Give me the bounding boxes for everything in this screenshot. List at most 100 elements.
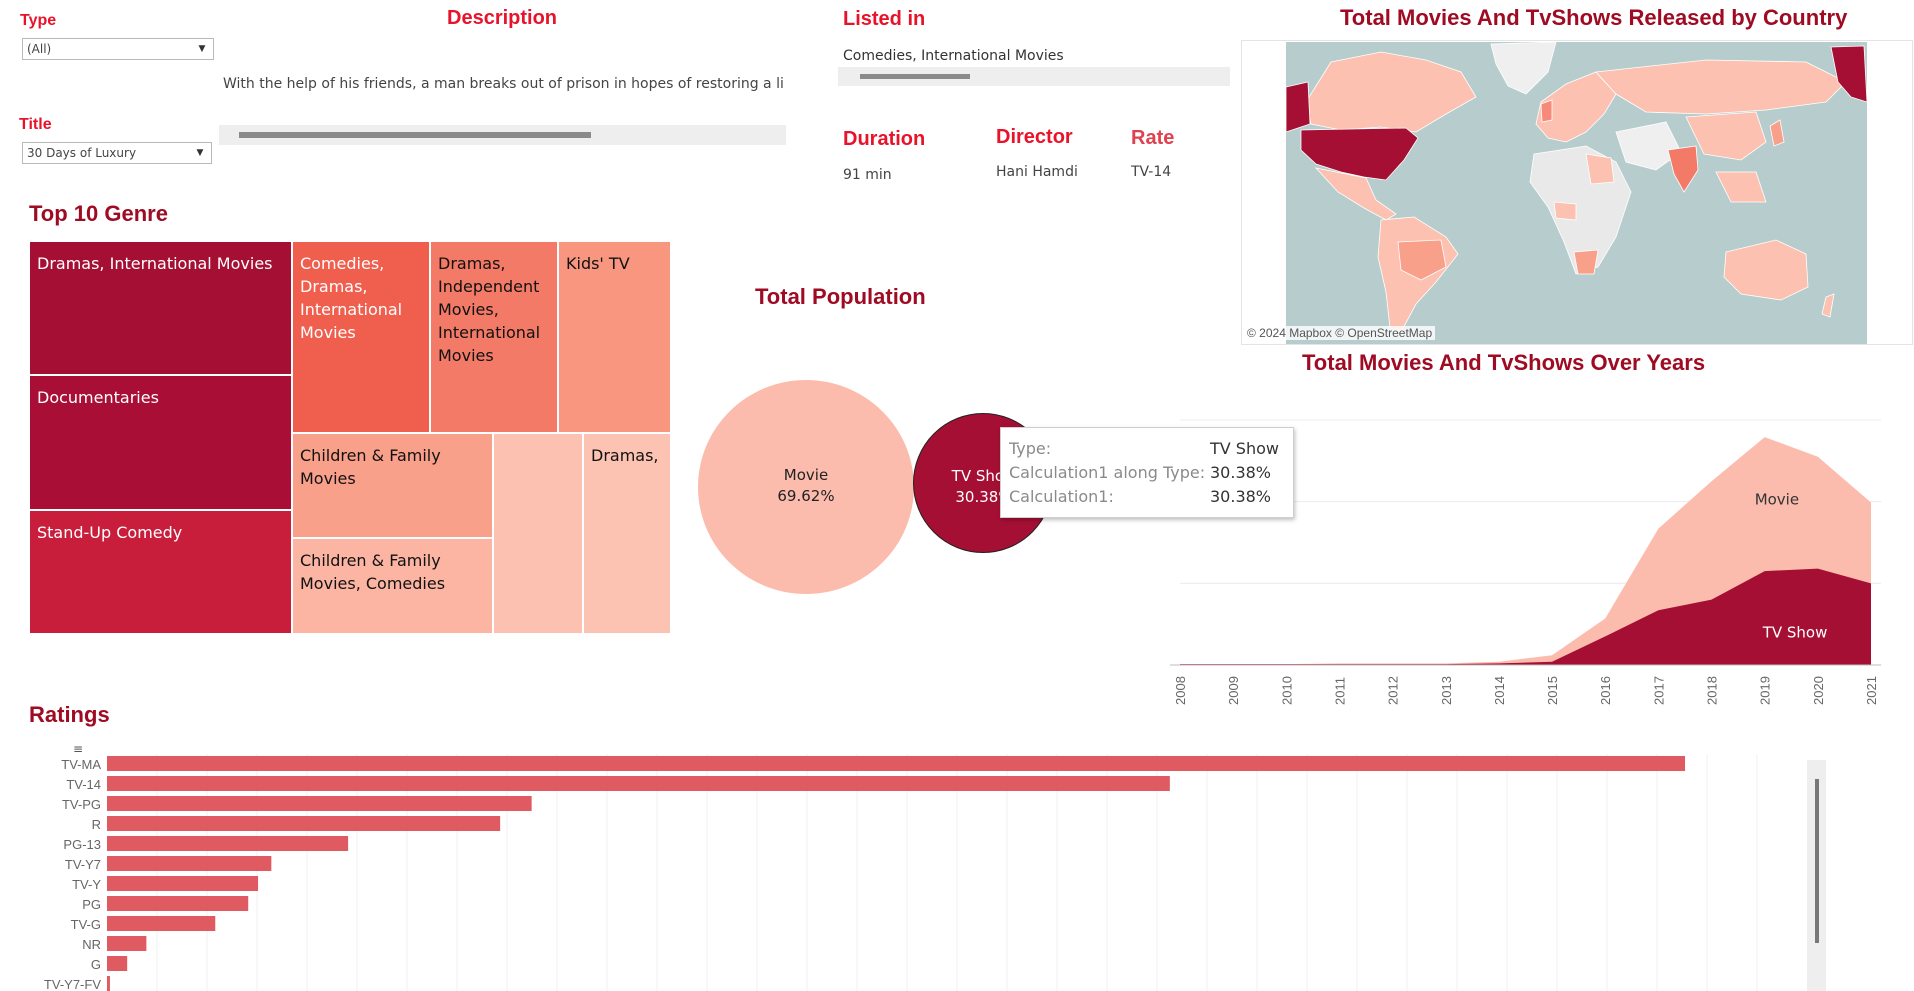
rating-bar[interactable] bbox=[107, 956, 128, 971]
year-tick-label: 2020 bbox=[1811, 676, 1826, 705]
listed-in-text: Comedies, International Movies bbox=[843, 48, 1064, 64]
tvshow-area[interactable] bbox=[1180, 568, 1871, 665]
treemap-cell-label: Dramas, bbox=[591, 446, 659, 465]
treemap-cell-label: Documentaries bbox=[37, 388, 159, 407]
uk[interactable] bbox=[1540, 99, 1553, 123]
tooltip-value: 30.38% bbox=[1210, 463, 1272, 482]
tooltip-key: Type: bbox=[1009, 439, 1052, 458]
tooltip-value: TV Show bbox=[1210, 439, 1279, 458]
rate-heading: Rate bbox=[1131, 127, 1175, 149]
tooltip-row: 30.38% bbox=[1210, 463, 1271, 482]
treemap-cell[interactable]: Stand-Up Comedy bbox=[29, 510, 292, 634]
rating-bar[interactable] bbox=[107, 756, 1686, 771]
years-ticks: 2008 2009 2010 2011 2012 2013 2014 2015 2016 2017… bbox=[1173, 676, 1879, 705]
rating-bar[interactable] bbox=[107, 796, 532, 811]
ratings-scrollbar[interactable] bbox=[1807, 760, 1826, 991]
chevron-down-icon[interactable]: ▼ bbox=[196, 148, 204, 158]
genre-title: Top 10 Genre bbox=[29, 201, 168, 226]
rating-bar[interactable] bbox=[107, 836, 349, 851]
europe[interactable] bbox=[1535, 71, 1617, 143]
duration-value: 91 min bbox=[843, 167, 892, 183]
listed-in-scrollbar-thumb[interactable] bbox=[860, 74, 970, 79]
treemap-cell-label: Stand-Up Comedy bbox=[37, 523, 183, 542]
south-africa[interactable] bbox=[1573, 249, 1599, 275]
year-tick-label: 2012 bbox=[1386, 676, 1401, 705]
tooltip-key: Calculation1 along Type: bbox=[1009, 463, 1206, 482]
southeast-asia[interactable] bbox=[1715, 171, 1767, 203]
treemap-cell[interactable]: Documentaries bbox=[29, 375, 292, 510]
movie-bubble[interactable]: Movie 69.62% bbox=[698, 380, 914, 594]
greenland[interactable] bbox=[1490, 42, 1557, 95]
treemap-cell-label: Children & Family Movies, Comedies bbox=[300, 551, 446, 593]
rating-category-label: TV-PG bbox=[62, 797, 101, 812]
japan[interactable] bbox=[1769, 119, 1785, 147]
movie-area-label: Movie bbox=[1755, 491, 1799, 509]
tooltip-value: 30.38% bbox=[1210, 487, 1272, 506]
treemap-cell[interactable]: Dramas, Independent Movies, Internationa… bbox=[430, 241, 558, 433]
mexico[interactable] bbox=[1314, 167, 1397, 221]
new-zealand[interactable] bbox=[1821, 293, 1835, 318]
description-scrollbar-thumb[interactable] bbox=[239, 132, 591, 138]
rating-bar[interactable] bbox=[107, 776, 1170, 791]
sort-icon[interactable]: ≡ bbox=[73, 742, 84, 756]
rating-bar[interactable] bbox=[107, 976, 110, 991]
rating-category-label: PG-13 bbox=[63, 837, 101, 852]
ratings-grid bbox=[156, 754, 1758, 991]
treemap-cell-label: Kids' TV bbox=[566, 254, 630, 273]
map-attribution: © 2024 Mapbox © OpenStreetMap bbox=[1244, 326, 1436, 340]
movie-bubble-label: Movie bbox=[783, 466, 829, 484]
usa[interactable] bbox=[1300, 127, 1419, 181]
title-dropdown-value: 30 Days of Luxury bbox=[27, 146, 137, 160]
alaska-west[interactable] bbox=[1286, 81, 1311, 133]
rating-bar[interactable] bbox=[107, 936, 147, 951]
china[interactable] bbox=[1685, 111, 1767, 161]
year-tick-label: 2019 bbox=[1758, 676, 1773, 705]
india[interactable] bbox=[1667, 145, 1699, 193]
chevron-down-icon[interactable]: ▼ bbox=[198, 44, 206, 54]
years-area-chart[interactable]: 2008 2009 2010 2011 2012 2013 2014 2015 2016 2017… bbox=[1150, 410, 1914, 710]
treemap-cell[interactable]: Children & Family Movies, Comedies bbox=[292, 538, 493, 634]
rating-bar[interactable] bbox=[107, 896, 249, 911]
nigeria[interactable] bbox=[1553, 201, 1577, 221]
ratings-scrollbar-thumb[interactable] bbox=[1815, 779, 1819, 943]
map-title: Total Movies And TvShows Released by Cou… bbox=[1340, 5, 1848, 30]
rating-category-label: G bbox=[91, 957, 101, 972]
treemap-cell[interactable]: Kids' TV bbox=[558, 241, 671, 433]
treemap-cell[interactable]: Dramas, International Movies bbox=[29, 241, 292, 375]
rating-category-label: TV-14 bbox=[66, 777, 101, 792]
rating-category-label: TV-G bbox=[71, 917, 101, 932]
description-scrollbar[interactable] bbox=[219, 125, 786, 145]
treemap-cell[interactable]: Children & Family Movies bbox=[292, 433, 493, 538]
tv-bubble-pct: 30.38% bbox=[955, 488, 1013, 506]
type-dropdown[interactable]: (All) ▼ bbox=[22, 38, 214, 60]
ratings-bar-chart[interactable]: TV-MA TV-14 TV-PG R PG-13 TV-Y7 TV-Y PG TV-G NR GT… bbox=[0, 754, 1800, 991]
treemap-cell[interactable]: Comedies, Dramas, International Movies bbox=[292, 241, 430, 433]
rating-category-label: TV-Y bbox=[72, 877, 101, 892]
rating-bar[interactable] bbox=[107, 916, 216, 931]
brazil[interactable] bbox=[1397, 239, 1447, 281]
director-heading: Director bbox=[996, 126, 1073, 148]
australia[interactable] bbox=[1723, 239, 1809, 301]
treemap-cell[interactable]: Dramas, bbox=[583, 433, 671, 634]
treemap-cell-label: Comedies, Dramas, International Movies bbox=[300, 254, 403, 342]
world-map[interactable] bbox=[1286, 42, 1867, 344]
egypt[interactable] bbox=[1585, 153, 1615, 185]
listed-in-heading: Listed in bbox=[843, 8, 926, 30]
year-tick-label: 2016 bbox=[1598, 676, 1613, 705]
rating-bar[interactable] bbox=[107, 856, 272, 871]
rating-bar[interactable] bbox=[107, 876, 259, 891]
duration-heading: Duration bbox=[843, 128, 926, 150]
treemap-cell[interactable] bbox=[493, 433, 583, 634]
rating-bar[interactable] bbox=[107, 816, 501, 831]
director-value: Hani Hamdi bbox=[996, 164, 1078, 180]
year-tick-label: 2014 bbox=[1492, 676, 1507, 705]
title-dropdown[interactable]: 30 Days of Luxury ▼ bbox=[22, 142, 212, 164]
alaska-east[interactable] bbox=[1830, 45, 1867, 103]
middle-east[interactable] bbox=[1615, 121, 1682, 171]
tvshow-area-label: TV Show bbox=[1762, 623, 1828, 641]
russia[interactable] bbox=[1595, 59, 1847, 115]
rating-category-label: TV-Y7 bbox=[65, 857, 101, 872]
rating-category-label: R bbox=[92, 817, 101, 832]
map-frame bbox=[1241, 40, 1913, 345]
listed-in-scrollbar[interactable] bbox=[838, 67, 1230, 86]
